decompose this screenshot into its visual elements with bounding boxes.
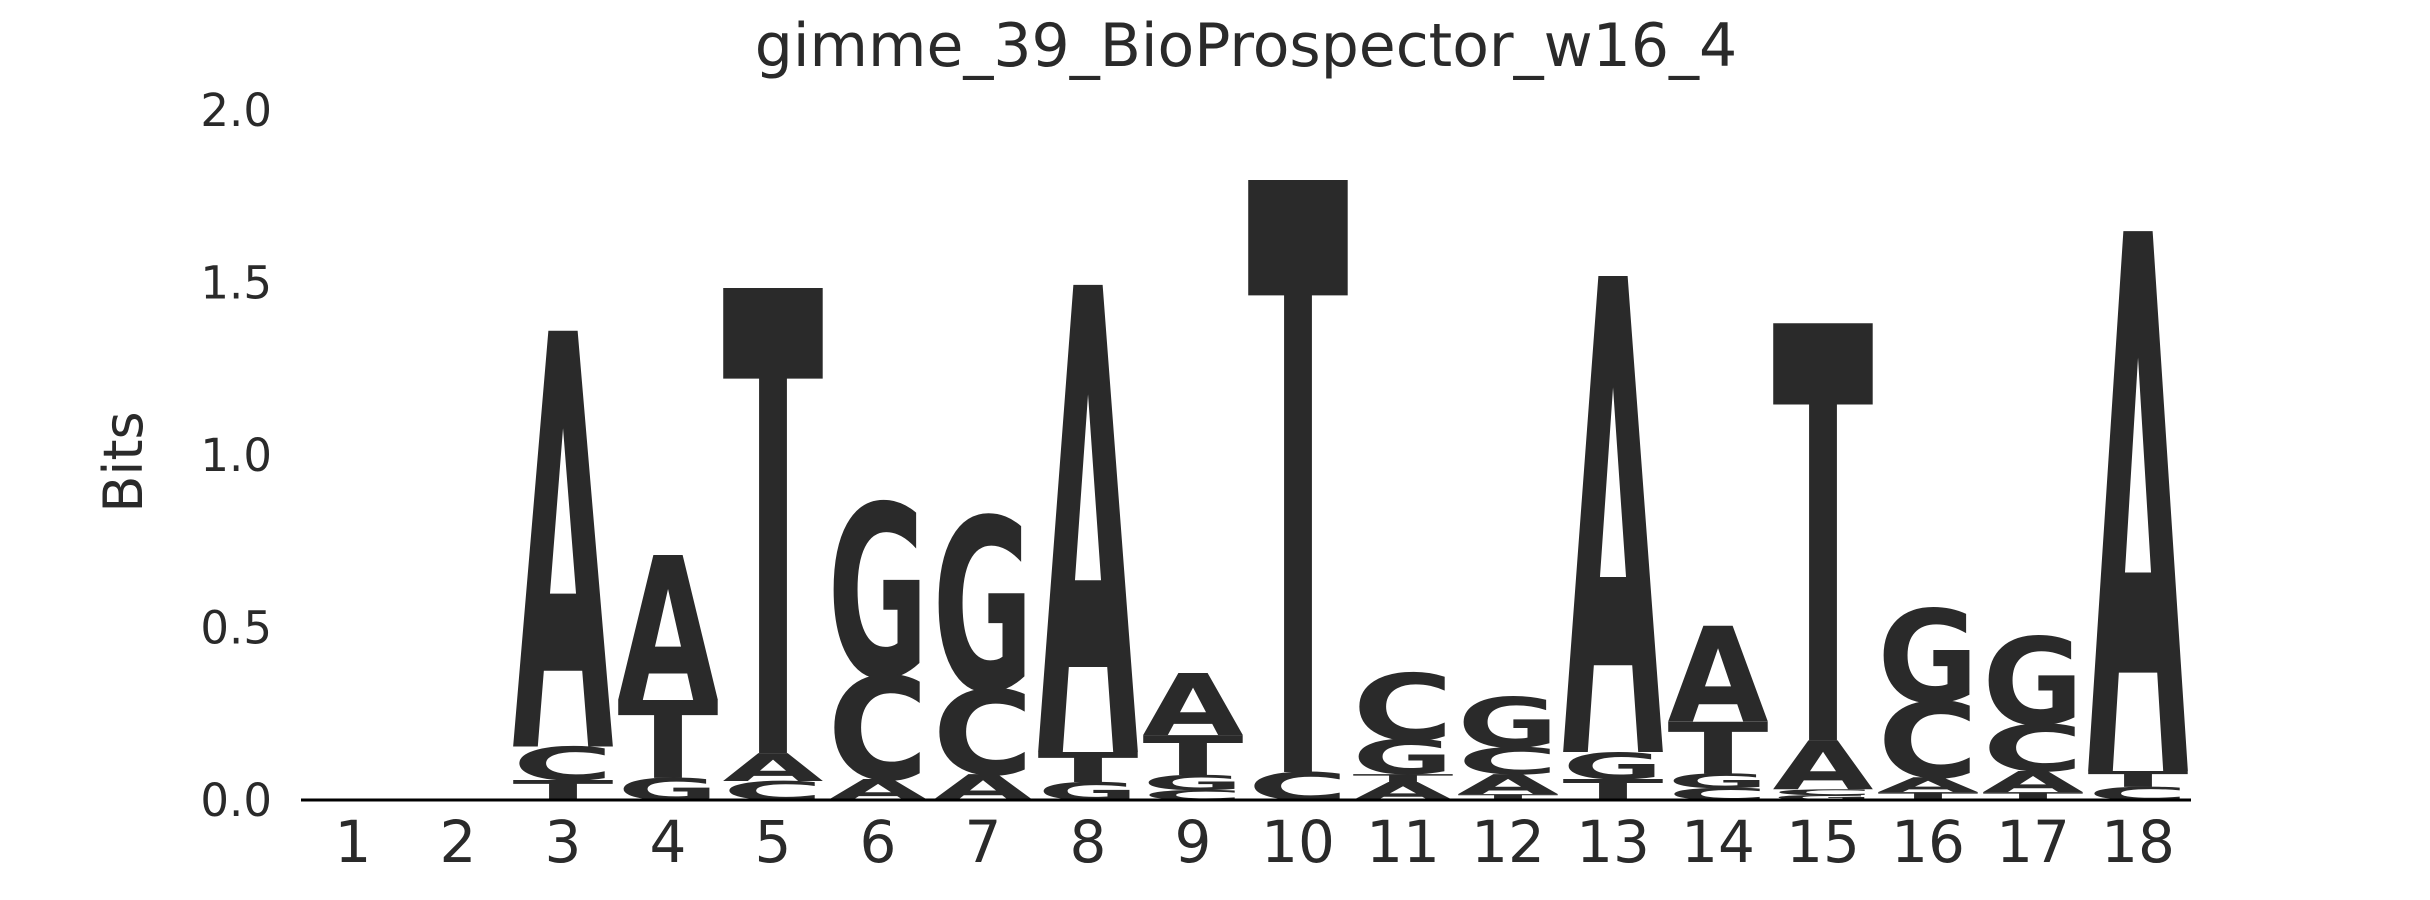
xtick-label-1: 1: [335, 808, 372, 876]
logo-letter-T-pos18: T: [2088, 767, 2189, 792]
xtick-label-15: 15: [1786, 808, 1860, 876]
logo-letter-A-pos4: A: [618, 517, 719, 748]
logo-letter-C-pos3: C: [513, 738, 614, 791]
ytick-label-2.0: 2.0: [200, 84, 272, 137]
logo-letter-T-pos5: T: [723, 161, 825, 900]
logo-letter-G-pos6: G: [828, 456, 929, 732]
logo-letter-C-pos17: C: [1983, 711, 2084, 786]
xtick-label-5: 5: [755, 808, 792, 876]
xtick-label-14: 14: [1681, 808, 1755, 876]
logo-letter-C-pos12: C: [1458, 740, 1559, 783]
logo-letter-G-pos8: G: [1038, 777, 1139, 806]
logo-letter-T-pos14: T: [1668, 708, 1769, 791]
logo-letter-A-pos15: A: [1773, 728, 1874, 806]
logo-letter-C-pos10: C: [1248, 765, 1349, 810]
xtick-label-8: 8: [1070, 808, 1107, 876]
logo-letter-A-pos8: A: [1038, 158, 1140, 900]
logo-letter-G-pos14: G: [1668, 770, 1769, 793]
xtick-label-17: 17: [1996, 808, 2070, 876]
ytick-label-0.0: 0.0: [200, 774, 272, 827]
logo-letter-G-pos7: G: [933, 469, 1034, 745]
chart-title: gimme_39_BioProspector_w16_4: [755, 11, 1737, 81]
xtick-label-2: 2: [440, 808, 477, 876]
logo-letter-C-pos11: C: [1353, 655, 1454, 762]
xtick-label-9: 9: [1175, 808, 1212, 876]
logo-letter-T-pos10: T: [1248, 20, 1350, 900]
logo-letter-A-pos18: A: [2088, 83, 2190, 900]
logo-letter-G-pos17: G: [1983, 614, 2084, 753]
logo-letter-T-pos11: T: [1353, 772, 1455, 785]
logo-letter-T-pos15: T: [1773, 210, 1875, 876]
logo-letter-T-pos4: T: [618, 680, 720, 804]
logo-letter-C-pos6: C: [828, 647, 929, 812]
logo-letter-G-pos15: G: [1773, 794, 1874, 802]
ytick-label-1.0: 1.0: [200, 429, 272, 482]
logo-letter-C-pos7: C: [933, 666, 1034, 802]
x-axis-tick-labels: 1 2 3 4 5 6 7 8 9 10 11 12 13 14 15 16 17 18: [335, 808, 2175, 876]
xtick-label-16: 16: [1891, 808, 1965, 876]
ytick-label-0.5: 0.5: [200, 601, 272, 654]
logo-letter-G-pos16: G: [1878, 584, 1979, 732]
ytick-label-1.5: 1.5: [200, 256, 272, 309]
logo-letter-A-pos14: A: [1668, 600, 1769, 753]
logo-letter-A-pos17: A: [1983, 766, 2084, 799]
logo-letter-G-pos13: G: [1563, 745, 1664, 788]
logo-letter-G-pos4: G: [618, 772, 719, 807]
logo-letter-A-pos5: A: [723, 746, 825, 791]
y-axis-tick-labels: 0.0 0.5 1.0 1.5 2.0: [200, 84, 272, 827]
logo-letter-C-pos15: C: [1773, 788, 1874, 797]
logo-letter-G-pos11: G: [1353, 732, 1454, 786]
xtick-label-10: 10: [1261, 808, 1335, 876]
xtick-label-7: 7: [965, 808, 1002, 876]
xtick-label-13: 13: [1576, 808, 1650, 876]
logo-letter-A-pos7: A: [933, 767, 1034, 809]
xtick-label-11: 11: [1366, 808, 1440, 876]
logo-letter-T-pos8: T: [1038, 744, 1139, 792]
logo-letter-T-pos13: T: [1563, 774, 1664, 807]
xtick-label-18: 18: [2101, 808, 2175, 876]
logo-letter-A-pos9: A: [1143, 656, 1244, 755]
logo-letter-T-pos3: T: [513, 775, 614, 807]
logo-letter-A-pos12: A: [1458, 769, 1559, 801]
logo-letter-A-pos13: A: [1563, 147, 1665, 900]
xtick-label-6: 6: [860, 808, 897, 876]
logo-letter-G-pos12: G: [1458, 684, 1559, 764]
logo-letter-A-pos16: A: [1878, 773, 1979, 797]
xtick-label-12: 12: [1471, 808, 1545, 876]
logo-letter-C-pos16: C: [1878, 681, 1979, 802]
logo-letter-T-pos12: T: [1458, 793, 1559, 802]
y-axis-label: Bits: [92, 411, 155, 512]
logo-letter-A-pos6: A: [828, 774, 929, 807]
logo-letter-C-pos5: C: [723, 776, 824, 806]
logo-letter-A-pos3: A: [513, 217, 615, 881]
xtick-label-4: 4: [650, 808, 687, 876]
logo-letter-T-pos9: T: [1143, 725, 1244, 789]
logo-letter-G-pos9: G: [1143, 771, 1244, 795]
xtick-label-3: 3: [545, 808, 582, 876]
logo-letter-A-pos11: A: [1353, 777, 1454, 806]
